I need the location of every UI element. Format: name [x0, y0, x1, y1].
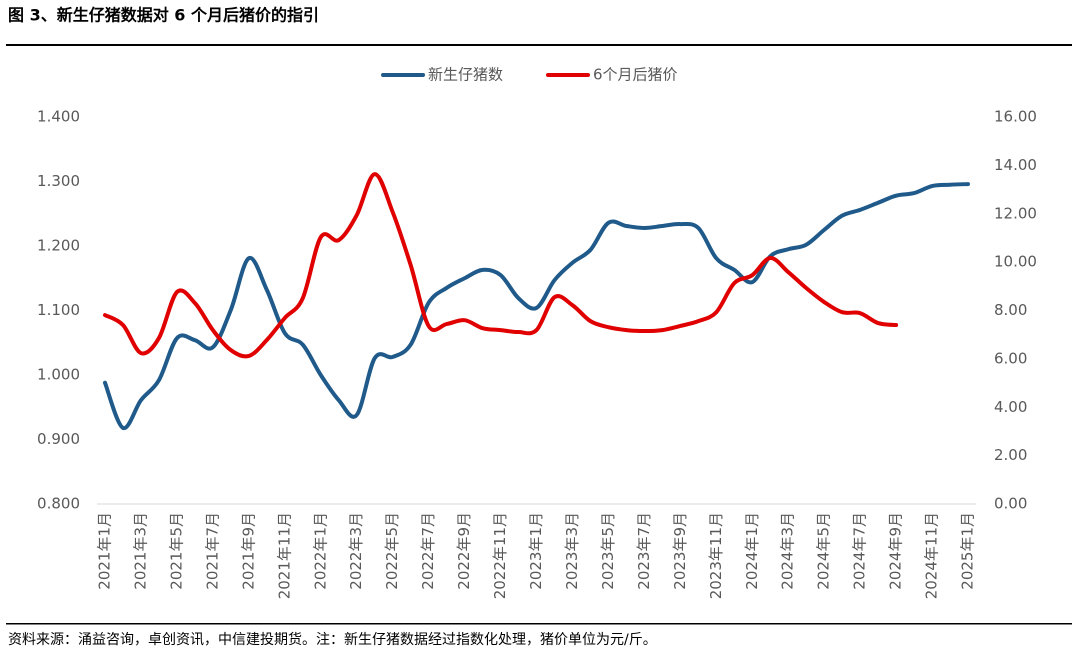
series-line: [103, 172, 899, 359]
x-tick-label: 2021年9月: [239, 512, 257, 590]
x-tick-label: 2021年11月: [275, 512, 293, 599]
x-tick-label: 2024年9月: [887, 512, 905, 590]
x-tick-label: 2023年5月: [599, 512, 617, 590]
y2-tick-label: 10.00: [994, 253, 1037, 271]
x-tick-label: 2022年3月: [347, 512, 365, 590]
x-tick-label: 2023年3月: [563, 512, 581, 590]
y-tick-label: 1.400: [37, 108, 80, 126]
x-tick-label: 2024年1月: [743, 512, 761, 590]
x-tick-label: 2023年1月: [527, 512, 545, 590]
x-tick-label: 2024年3月: [779, 512, 797, 590]
x-tick-label: 2022年9月: [455, 512, 473, 590]
chart-title: 图 3、新生仔猪数据对 6 个月后猪价的指引: [8, 6, 319, 25]
y-tick-label: 1.100: [37, 301, 80, 319]
y2-tick-label: 12.00: [994, 204, 1037, 222]
y2-tick-label: 14.00: [994, 156, 1037, 174]
x-tick-label: 2024年5月: [815, 512, 833, 590]
y2-tick-label: 0.00: [994, 495, 1027, 513]
legend-label: 新生仔猪数: [428, 66, 503, 84]
x-tick-label: 2024年11月: [923, 512, 941, 599]
y-tick-label: 0.800: [37, 495, 80, 513]
x-tick-label: 2021年3月: [131, 512, 149, 590]
x-tick-label: 2024年7月: [851, 512, 869, 590]
y2-tick-label: 4.00: [994, 398, 1027, 416]
x-tick-label: 2022年5月: [383, 512, 401, 590]
y2-tick-label: 16.00: [994, 108, 1037, 126]
legend-label: 6个月后猪价: [593, 66, 678, 84]
x-tick-label: 2021年1月: [96, 512, 114, 590]
y-tick-label: 1.300: [37, 172, 80, 190]
x-tick-label: 2023年7月: [635, 512, 653, 590]
x-tick-label: 2022年11月: [491, 512, 509, 599]
x-tick-label: 2023年11月: [707, 512, 725, 599]
x-tick-label: 2022年1月: [311, 512, 329, 590]
title-rule: [6, 44, 1072, 46]
x-tick-label: 2022年7月: [419, 512, 437, 590]
y2-tick-label: 8.00: [994, 301, 1027, 319]
x-tick-label: 2021年5月: [167, 512, 185, 590]
y2-tick-label: 6.00: [994, 349, 1027, 367]
y-tick-label: 1.000: [37, 366, 80, 384]
source-rule: [6, 623, 1072, 625]
source-note: 资料来源：涌益咨询，卓创资讯，中信建投期货。注：新生仔猪数据经过指数化处理，猪价…: [8, 631, 657, 648]
x-tick-label: 2021年7月: [203, 512, 221, 590]
series-line: [103, 182, 970, 430]
y-tick-label: 0.900: [37, 430, 80, 448]
x-tick-label: 2023年9月: [671, 512, 689, 590]
x-tick-label: 2025年1月: [959, 512, 977, 590]
y2-tick-label: 2.00: [994, 446, 1027, 464]
y-tick-label: 1.200: [37, 237, 80, 255]
